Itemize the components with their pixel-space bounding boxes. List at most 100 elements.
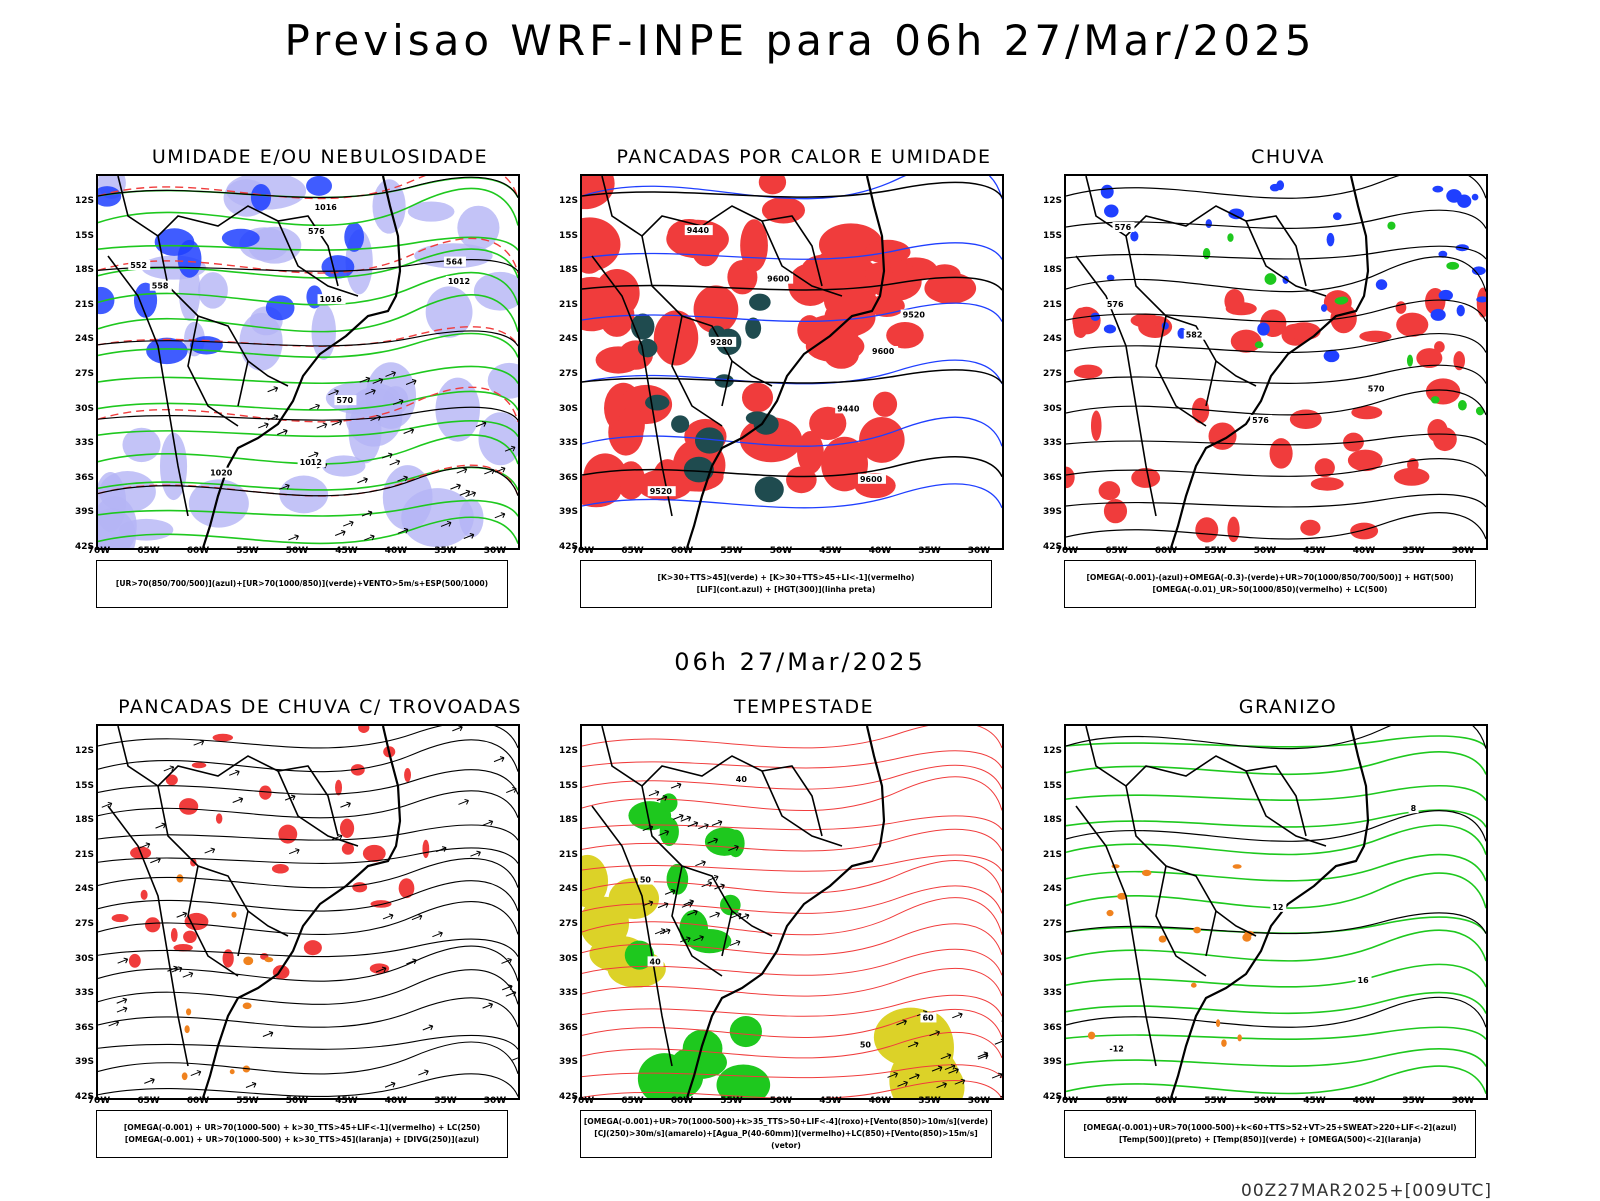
precip-area: [198, 272, 228, 308]
wind-vector: [995, 1039, 1002, 1044]
lat-tick-label: 12S: [1038, 746, 1062, 756]
lon-tick-label: 45W: [1300, 546, 1330, 556]
precip-area: [1091, 313, 1100, 321]
contour-line: [582, 855, 1002, 871]
contour-line: [582, 370, 1002, 383]
lon-tick-label: 65W: [618, 546, 648, 556]
precip-area: [1396, 313, 1428, 337]
precip-area: [179, 798, 198, 815]
lon-tick-label: 35W: [915, 1096, 945, 1106]
precip-area: [759, 176, 786, 194]
precip-area: [1407, 355, 1413, 367]
precip-area: [129, 954, 141, 968]
lat-tick-label: 33S: [70, 438, 94, 448]
lat-tick-label: 39S: [554, 1057, 578, 1067]
precip-area: [1300, 520, 1320, 536]
contour-label: 576: [1252, 416, 1269, 425]
lon-tick-label: 40W: [381, 546, 411, 556]
lon-tick-label: 40W: [865, 546, 895, 556]
lon-tick-label: 60W: [667, 546, 697, 556]
lon-tick-label: 50W: [282, 1096, 312, 1106]
precip-area: [1257, 322, 1270, 335]
map-area[interactable]: [96, 724, 520, 1100]
precip-area: [1101, 185, 1114, 199]
lat-tick-label: 36S: [70, 1023, 94, 1033]
wind-vector: [308, 452, 318, 457]
lat-tick-label: 12S: [554, 196, 578, 206]
wind-vector: [183, 972, 193, 977]
wind-vector: [483, 1003, 493, 1008]
contour-label: 9440: [687, 226, 710, 235]
precip-area: [660, 817, 679, 846]
precip-area: [886, 322, 924, 349]
precip-area: [1457, 305, 1465, 316]
lat-tick-label: 15S: [554, 231, 578, 241]
wind-vector: [191, 1071, 201, 1076]
precip-area: [1227, 233, 1233, 242]
wind-vector: [343, 521, 353, 526]
contour-line: [1066, 1027, 1486, 1039]
wind-vector: [194, 740, 204, 745]
wind-vector: [450, 484, 460, 489]
lon-tick-label: 70W: [568, 546, 598, 556]
precip-area: [422, 840, 429, 858]
wind-vector: [452, 726, 462, 731]
lon-tick-label: 45W: [816, 1096, 846, 1106]
lon-tick-label: 30W: [964, 1096, 994, 1106]
panel-title: PANCADAS DE CHUVA C/ TROVOADAS: [70, 696, 570, 718]
precip-area: [1193, 927, 1201, 934]
wind-vector: [458, 799, 468, 804]
lon-tick-label: 30W: [964, 546, 994, 556]
contour-line: [582, 182, 1002, 197]
precip-area: [192, 762, 207, 768]
precip-area: [873, 392, 897, 417]
contour-label: 9600: [872, 347, 895, 356]
lat-tick-label: 15S: [70, 781, 94, 791]
wind-vector: [655, 929, 665, 934]
lat-tick-label: 36S: [554, 1023, 578, 1033]
precip-area: [1290, 409, 1322, 429]
precip-area: [304, 940, 322, 955]
wind-vector: [495, 513, 505, 518]
lat-tick-label: 33S: [554, 438, 578, 448]
legend-line: [OMEGA(-0.01)_UR>50(1000/850)(vermelho) …: [1153, 584, 1388, 596]
lon-tick-label: 50W: [766, 1096, 796, 1106]
legend-line: [UR>70(850/700/500)](azul)+[UR>70(1000/8…: [116, 578, 488, 590]
panel-title: TEMPESTADE: [554, 696, 1054, 718]
contour-line: [1066, 993, 1486, 1014]
precip-area: [1270, 438, 1293, 468]
wind-vector: [233, 798, 243, 803]
lat-tick-label: 21S: [70, 850, 94, 860]
precip-area: [243, 1003, 252, 1010]
wind-vector: [418, 1070, 428, 1075]
precip-area: [1104, 205, 1119, 218]
lon-tick-label: 35W: [1399, 1096, 1429, 1106]
wind-vector: [289, 849, 299, 854]
contour-label: 576: [1114, 223, 1131, 232]
precip-area: [1224, 289, 1244, 313]
precip-area: [1396, 301, 1407, 314]
wind-vector: [671, 783, 681, 788]
precip-area: [1195, 517, 1218, 542]
panel-title: CHUVA: [1038, 146, 1538, 168]
precip-area: [730, 1016, 762, 1047]
lat-tick-label: 39S: [1038, 1057, 1062, 1067]
contour-label: 50: [640, 876, 652, 885]
lon-tick-label: 55W: [1201, 546, 1231, 556]
lon-tick-label: 50W: [766, 546, 796, 556]
wind-vector: [164, 766, 174, 771]
wind-vector: [730, 940, 740, 945]
lon-tick-label: 45W: [816, 546, 846, 556]
precip-area: [1287, 322, 1320, 340]
lon-tick-label: 60W: [183, 546, 213, 556]
wind-vector: [432, 932, 442, 937]
contour-label: 9520: [903, 311, 926, 320]
lon-tick-label: 65W: [1102, 546, 1132, 556]
lon-tick-label: 40W: [381, 1096, 411, 1106]
lat-tick-label: 24S: [70, 334, 94, 344]
